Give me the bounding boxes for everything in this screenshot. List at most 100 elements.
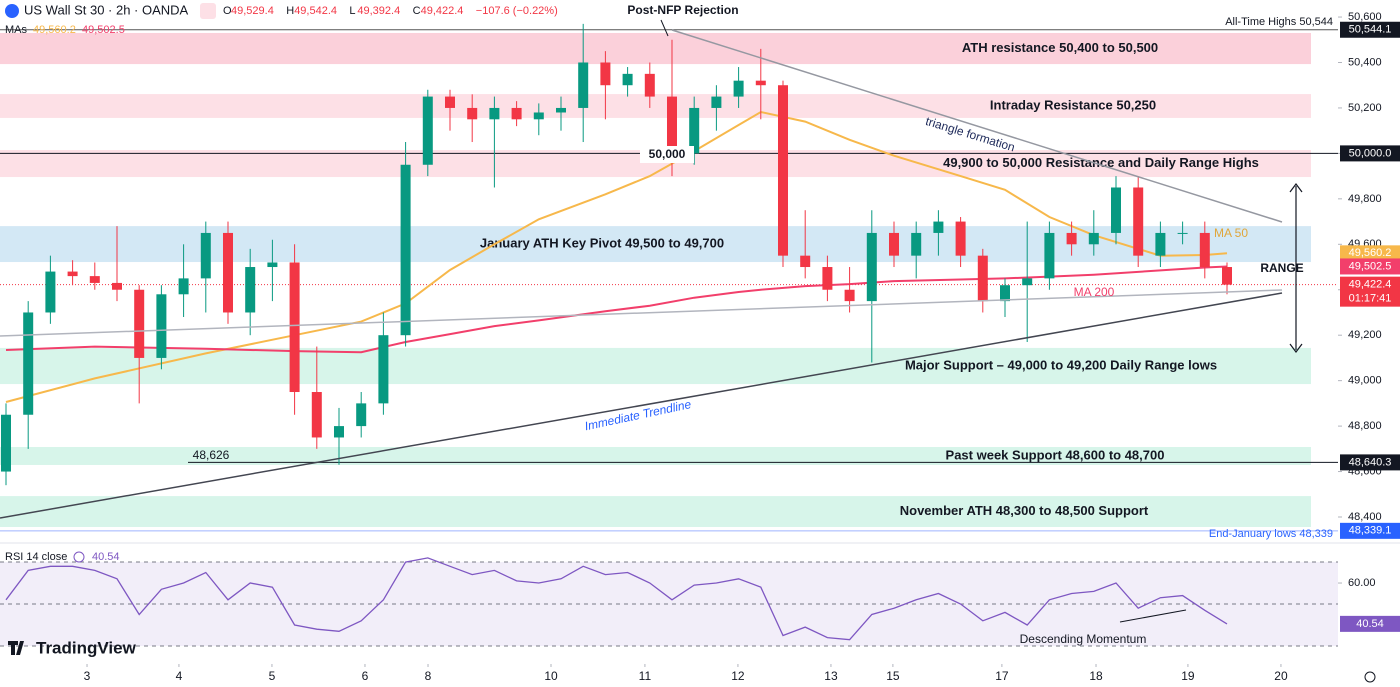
candle-body bbox=[356, 403, 367, 427]
candle-body bbox=[1133, 187, 1144, 256]
zone-label: 49,900 to 50,000 Resistance and Daily Ra… bbox=[943, 155, 1259, 170]
candle-body bbox=[222, 232, 233, 313]
price-badge bbox=[1340, 258, 1400, 275]
candle-body bbox=[933, 221, 944, 233]
candle-body bbox=[689, 107, 700, 154]
zone bbox=[0, 496, 1311, 528]
price-badge-label: 50,000.0 bbox=[1349, 147, 1392, 159]
symbol-icon bbox=[5, 4, 19, 18]
candle-body bbox=[888, 232, 899, 256]
candle-body bbox=[1022, 278, 1033, 286]
trendline bbox=[0, 292, 1283, 519]
zone-label: Major Support – 49,000 to 49,200 Daily R… bbox=[905, 357, 1217, 372]
zone-label: ATH resistance 50,400 to 50,500 bbox=[962, 40, 1158, 55]
ma-line bbox=[5, 265, 1228, 354]
y-tick-label: 50,200 bbox=[1348, 102, 1382, 114]
candle-body bbox=[1199, 232, 1210, 268]
ohlc-key: L bbox=[349, 5, 355, 17]
candle-body bbox=[267, 262, 278, 268]
zone-label: Past week Support 48,600 to 48,700 bbox=[946, 447, 1165, 462]
candle-body bbox=[67, 271, 78, 277]
price-badge bbox=[1340, 145, 1400, 162]
candle-body bbox=[600, 62, 611, 86]
rsi-icon bbox=[73, 551, 85, 563]
x-tick-label: 10 bbox=[544, 669, 558, 683]
x-tick-label: 19 bbox=[1181, 669, 1195, 683]
candle-body bbox=[666, 96, 677, 154]
candle-body bbox=[622, 73, 633, 86]
ma-value: 49,560.2 bbox=[33, 24, 76, 36]
candle-body bbox=[844, 289, 855, 302]
x-tick-label: 6 bbox=[362, 669, 369, 683]
annotation: 50,000 bbox=[649, 147, 686, 161]
price-badge bbox=[1340, 454, 1400, 471]
candle-body bbox=[200, 232, 211, 279]
zone-label: November ATH 48,300 to 48,500 Support bbox=[900, 503, 1149, 518]
y-tick-label: 48,400 bbox=[1348, 511, 1382, 523]
ohlc-value: 49,542.4 bbox=[294, 5, 337, 17]
y-tick-label: 50,400 bbox=[1348, 56, 1382, 68]
settings[interactable] bbox=[1364, 671, 1376, 683]
candle-body bbox=[444, 96, 455, 108]
ohlc-key: C bbox=[413, 5, 421, 17]
annotation: Post-NFP Rejection bbox=[627, 3, 738, 17]
price-badge-label: 49,422.4 bbox=[1349, 279, 1392, 291]
candle-body bbox=[955, 221, 966, 256]
ohlc-value: 49,529.4 bbox=[231, 5, 274, 17]
candle-body bbox=[467, 107, 478, 120]
y-tick-label: 49,000 bbox=[1348, 375, 1382, 387]
arrow-heads bbox=[1289, 183, 1303, 353]
price-badge-label: 49,502.5 bbox=[1349, 260, 1392, 272]
candle-body bbox=[800, 255, 811, 268]
annotation: All-Time Highs 50,544 bbox=[1225, 16, 1333, 28]
annotation: Descending Momentum bbox=[1020, 632, 1147, 646]
change: −107.6 (−0.22%) bbox=[476, 5, 558, 17]
price-badge bbox=[1340, 276, 1400, 307]
annotation: Immediate Trendline bbox=[583, 397, 692, 433]
price-badge-label: 50,544.1 bbox=[1349, 24, 1392, 36]
candle-body bbox=[578, 62, 589, 108]
candle-body bbox=[333, 426, 344, 438]
x-tick-label: 8 bbox=[425, 669, 432, 683]
x-tick-label: 20 bbox=[1274, 669, 1288, 683]
candle-body bbox=[1110, 187, 1121, 233]
momentum-arrow bbox=[1119, 609, 1187, 623]
watermark: TradingView bbox=[36, 638, 137, 657]
ohlc-key: H bbox=[286, 5, 294, 17]
candle-body bbox=[977, 255, 988, 302]
logo bbox=[8, 641, 24, 655]
candle-body bbox=[1221, 267, 1232, 285]
candle-body bbox=[1066, 232, 1077, 245]
price-badge-label: 48,640.3 bbox=[1349, 456, 1392, 468]
candle-body bbox=[644, 73, 655, 97]
candle-body bbox=[489, 107, 500, 120]
candle-body bbox=[777, 85, 788, 256]
triangle-lower bbox=[0, 289, 1283, 337]
zone-label: January ATH Key Pivot 49,500 to 49,700 bbox=[480, 236, 724, 251]
ohlc: O 49,529.4 H 49,542.4 L 49,392.4 C 49,422.4 −107… bbox=[223, 5, 558, 17]
label-bg bbox=[640, 146, 694, 163]
candle-body bbox=[1155, 232, 1166, 256]
zone bbox=[0, 347, 1311, 385]
x-tick-label: 13 bbox=[824, 669, 838, 683]
layers: ATH resistance 50,400 to 50,500 Intraday … bbox=[0, 11, 1400, 683]
x-tick-label: 17 bbox=[995, 669, 1009, 683]
candle-body bbox=[0, 414, 11, 472]
ohlc-value: 49,422.4 bbox=[421, 5, 464, 17]
symbol: US Wall St 30 · 2h · OANDA bbox=[24, 2, 189, 17]
x-tick-label: 4 bbox=[176, 669, 183, 683]
zone bbox=[0, 94, 1311, 118]
ohlc-key: O bbox=[223, 5, 232, 17]
mas-label: MAs bbox=[5, 24, 28, 36]
price-badge-label: 49,560.2 bbox=[1349, 247, 1392, 259]
x-tick-label: 11 bbox=[639, 669, 652, 683]
y-tick-label: 50,600 bbox=[1348, 11, 1382, 23]
candle-body bbox=[245, 267, 256, 313]
price-badge-label: 48,339.1 bbox=[1349, 525, 1392, 537]
price-badge bbox=[1340, 245, 1400, 262]
y-tick-label: 49,800 bbox=[1348, 193, 1382, 205]
candle-body bbox=[999, 285, 1010, 302]
candle-body bbox=[134, 289, 145, 358]
flag-icon[interactable] bbox=[200, 3, 216, 19]
